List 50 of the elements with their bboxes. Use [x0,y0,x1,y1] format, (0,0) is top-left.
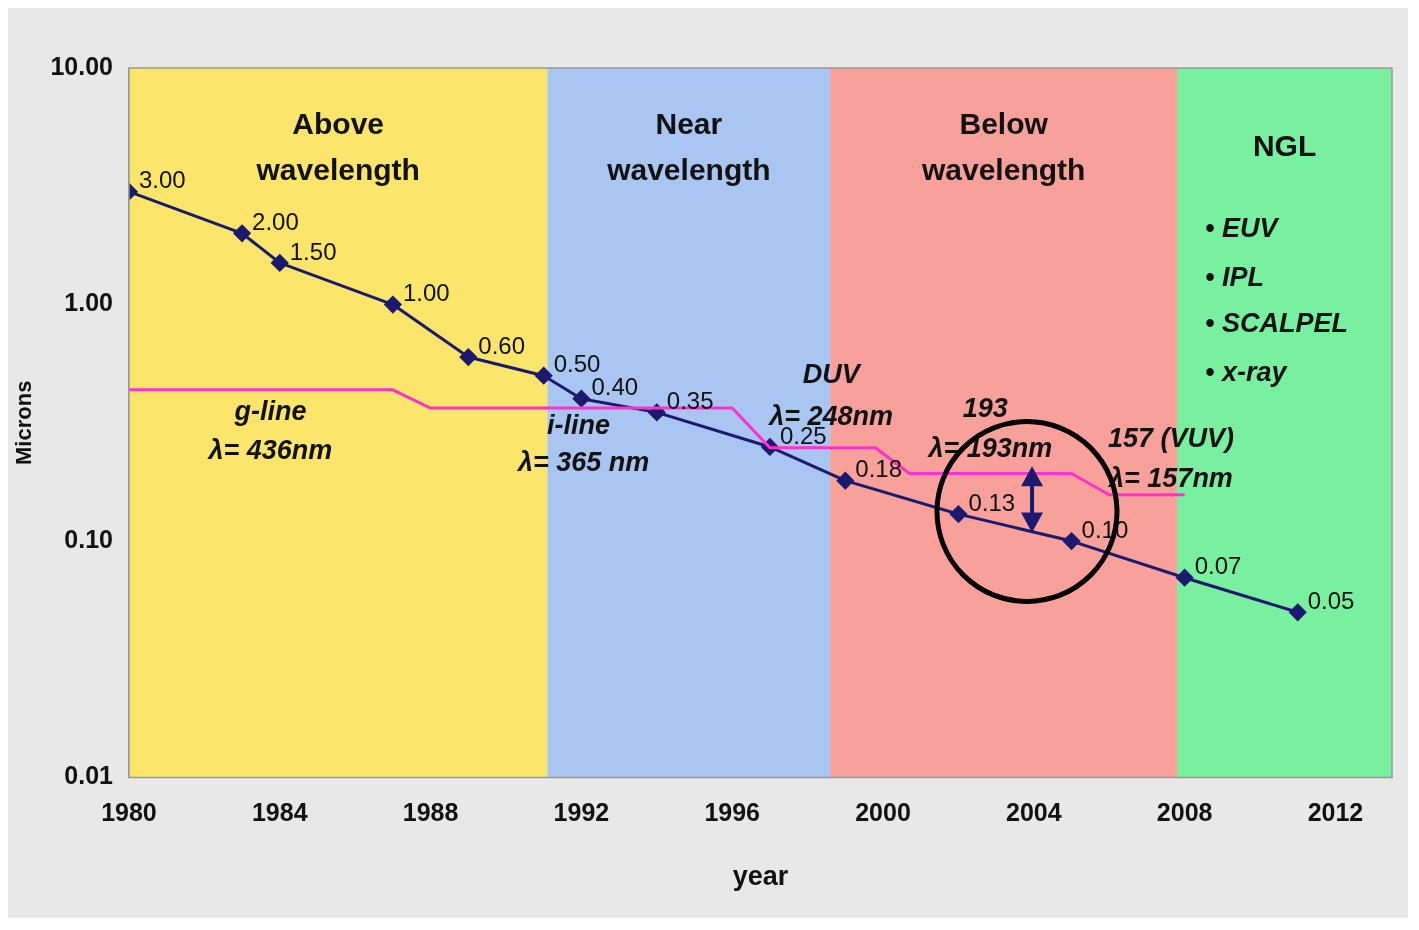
x-tick-label: 1992 [553,798,610,827]
x-tick-label: 2008 [1156,798,1213,827]
x-tick-label: 2004 [1006,798,1062,827]
annotation: • IPL [1205,262,1265,293]
annotation: g-line [233,395,307,426]
data-label: 0.13 [968,488,1016,516]
x-tick-label: 1980 [101,798,157,827]
annotation: λ= 436nm [206,435,333,466]
x-axis-title: year [732,861,789,892]
annotation: • SCALPEL [1205,308,1349,339]
y-tick-label: 0.10 [64,524,113,553]
data-label: 0.35 [666,387,714,414]
point [459,348,477,366]
point [572,390,590,408]
y-tick-label: 0.01 [64,761,114,790]
point [1063,532,1081,550]
point [1176,569,1194,587]
x-tick-label: 2012 [1307,798,1364,827]
band-label: Near wavelength [606,107,771,187]
point [836,472,854,490]
point [1289,603,1307,621]
data-label: 1.00 [402,279,450,307]
annotation: • x-ray [1205,356,1289,387]
annotation: DUV [802,359,862,390]
data-label: 2.00 [252,207,299,235]
y-axis-title: Microns [11,380,37,465]
data-label: 0.18 [855,455,903,483]
y-tick-label: 1.00 [64,288,113,317]
point [949,505,967,523]
data-label: 1.50 [289,237,337,265]
annotation: 193 [962,392,1008,423]
x-tick-label: 1996 [704,798,761,827]
data-label: 0.05 [1307,586,1355,614]
point [535,367,553,385]
data-label: 0.07 [1194,552,1242,580]
annotation: i-line [547,409,611,440]
x-tick-label: 2000 [855,798,911,827]
x-tick-label: 1984 [251,798,308,827]
annotation: • EUV [1205,213,1280,244]
data-label: 0.60 [478,331,525,359]
band-label: Above wavelength [255,107,420,187]
point [384,296,402,314]
band-label: NGL [1252,129,1317,163]
x-tick-label: 1988 [402,798,459,827]
point [233,224,251,242]
annotation: λ= 193nm [926,433,1053,464]
point [271,254,289,272]
band-label: Below wavelength [920,107,1086,187]
y-tick-label: 10.00 [50,51,113,80]
data-label: 3.00 [138,166,186,194]
